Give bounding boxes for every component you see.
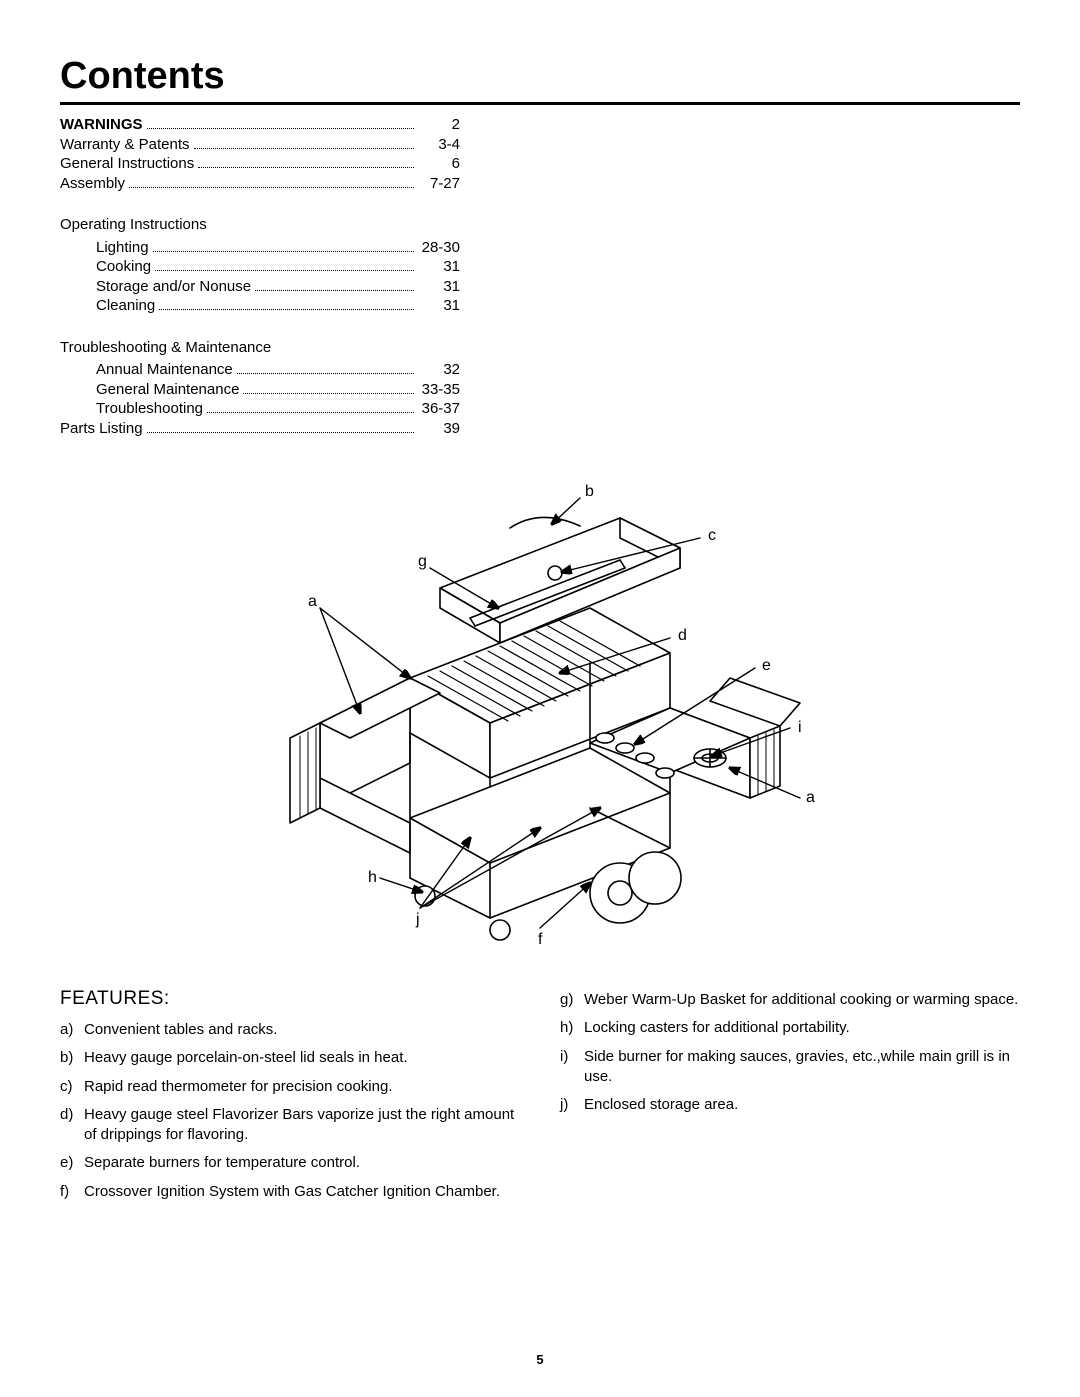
diagram-label-j: j: [415, 911, 420, 928]
feature-key: d): [60, 1105, 84, 1146]
feature-item: e) Separate burners for temperature cont…: [60, 1153, 520, 1173]
feature-text: Heavy gauge porcelain-on-steel lid seals…: [84, 1048, 520, 1068]
title-rule: [60, 102, 1020, 105]
feature-key: h): [560, 1018, 584, 1038]
toc-dots: [207, 401, 414, 413]
toc-page: 31: [420, 296, 460, 316]
toc-page: 32: [420, 360, 460, 380]
toc-dots: [155, 259, 414, 271]
feature-key: b): [60, 1048, 84, 1068]
feature-text: Locking casters for additional portabili…: [584, 1018, 1020, 1038]
diagram-label-d: d: [678, 627, 687, 644]
toc-label: General Instructions: [60, 154, 194, 174]
toc-page: 7-27: [420, 174, 460, 194]
toc-dots: [194, 137, 415, 149]
feature-text: Heavy gauge steel Flavorizer Bars vapori…: [84, 1105, 520, 1146]
toc-row: Storage and/or Nonuse 31: [60, 277, 460, 297]
toc-page: 2: [420, 115, 460, 135]
toc-row: General Instructions 6: [60, 154, 460, 174]
toc-page: 3-4: [420, 135, 460, 155]
toc-dots: [243, 382, 414, 394]
toc-row: General Maintenance 33-35: [60, 380, 460, 400]
toc-row: Parts Listing 39: [60, 419, 460, 439]
feature-key: e): [60, 1153, 84, 1173]
diagram-label-e: e: [762, 657, 771, 674]
diagram-label-i: i: [798, 719, 802, 736]
feature-item: d) Heavy gauge steel Flavorizer Bars vap…: [60, 1105, 520, 1146]
features-section: FEATURES: a) Convenient tables and racks…: [60, 988, 1020, 1210]
toc-dots: [153, 240, 414, 252]
feature-item: c) Rapid read thermometer for precision …: [60, 1077, 520, 1097]
toc-section-heading: Troubleshooting & Maintenance: [60, 338, 460, 358]
toc-section-heading: Operating Instructions: [60, 215, 460, 235]
toc-label: Warranty & Patents: [60, 135, 190, 155]
toc-label: Annual Maintenance: [96, 360, 233, 380]
feature-text: Separate burners for temperature control…: [84, 1153, 520, 1173]
feature-key: g): [560, 990, 584, 1010]
toc-label: Cleaning: [96, 296, 155, 316]
toc: WARNINGS 2 Warranty & Patents 3-4 Genera…: [60, 115, 460, 438]
feature-text: Weber Warm-Up Basket for additional cook…: [584, 990, 1020, 1010]
toc-label: Assembly: [60, 174, 125, 194]
feature-key: c): [60, 1077, 84, 1097]
diagram-label-f: f: [538, 931, 543, 948]
diagram-label-g: g: [418, 553, 427, 570]
toc-row: Warranty & Patents 3-4: [60, 135, 460, 155]
toc-label: Lighting: [96, 238, 149, 258]
toc-dots: [198, 156, 414, 168]
feature-item: h) Locking casters for additional portab…: [560, 1018, 1020, 1038]
feature-key: j): [560, 1095, 584, 1115]
diagram-label-h: h: [368, 869, 377, 886]
toc-label: Storage and/or Nonuse: [96, 277, 251, 297]
toc-page: 36-37: [420, 399, 460, 419]
toc-dots: [129, 176, 414, 188]
toc-page: 31: [420, 277, 460, 297]
diagram-label-a: a: [308, 593, 317, 610]
toc-page: 31: [420, 257, 460, 277]
toc-label: Troubleshooting: [96, 399, 203, 419]
feature-text: Crossover Ignition System with Gas Catch…: [84, 1182, 520, 1202]
toc-dots: [255, 279, 414, 291]
page-title: Contents: [60, 55, 1020, 98]
toc-label: WARNINGS: [60, 115, 143, 135]
diagram-label-c: c: [708, 527, 716, 544]
toc-page: 28-30: [420, 238, 460, 258]
feature-text: Convenient tables and racks.: [84, 1020, 520, 1040]
toc-row: Lighting 28-30: [60, 238, 460, 258]
feature-text: Enclosed storage area.: [584, 1095, 1020, 1115]
toc-row: Cooking 31: [60, 257, 460, 277]
diagram-label-a2: a: [806, 789, 815, 806]
toc-dots: [237, 362, 414, 374]
toc-row: Troubleshooting 36-37: [60, 399, 460, 419]
toc-label: General Maintenance: [96, 380, 239, 400]
feature-item: f) Crossover Ignition System with Gas Ca…: [60, 1182, 520, 1202]
diagram-label-b: b: [585, 483, 594, 500]
feature-key: f): [60, 1182, 84, 1202]
feature-key: i): [560, 1047, 584, 1088]
page-number: 5: [0, 1352, 1080, 1367]
feature-text: Side burner for making sauces, gravies, …: [584, 1047, 1020, 1088]
feature-item: i) Side burner for making sauces, gravie…: [560, 1047, 1020, 1088]
feature-item: a) Convenient tables and racks.: [60, 1020, 520, 1040]
toc-page: 39: [420, 419, 460, 439]
toc-row: Cleaning 31: [60, 296, 460, 316]
feature-item: b) Heavy gauge porcelain-on-steel lid se…: [60, 1048, 520, 1068]
toc-row: WARNINGS 2: [60, 115, 460, 135]
feature-text: Rapid read thermometer for precision coo…: [84, 1077, 520, 1097]
toc-dots: [147, 117, 415, 129]
feature-key: a): [60, 1020, 84, 1040]
toc-row: Annual Maintenance 32: [60, 360, 460, 380]
toc-page: 6: [420, 154, 460, 174]
feature-item: j) Enclosed storage area.: [560, 1095, 1020, 1115]
toc-dots: [159, 298, 414, 310]
toc-label: Cooking: [96, 257, 151, 277]
features-heading: FEATURES:: [60, 988, 520, 1010]
toc-page: 33-35: [420, 380, 460, 400]
toc-row: Assembly 7-27: [60, 174, 460, 194]
toc-label: Parts Listing: [60, 419, 143, 439]
feature-item: g) Weber Warm-Up Basket for additional c…: [560, 990, 1020, 1010]
grill-diagram: b c g a d e i a h j f: [260, 478, 820, 958]
toc-dots: [147, 421, 414, 433]
